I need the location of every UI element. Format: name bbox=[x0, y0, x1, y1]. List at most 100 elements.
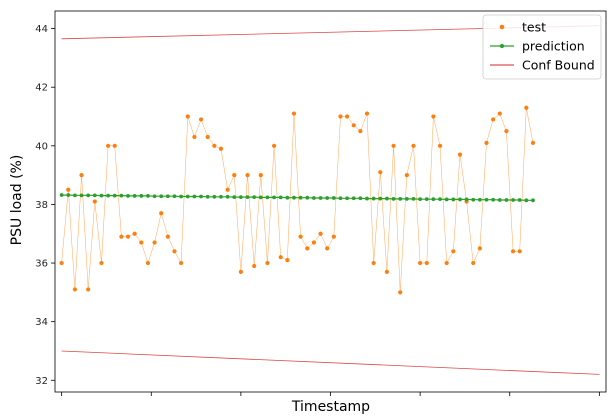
series-prediction-point bbox=[471, 197, 476, 202]
series-prediction-point bbox=[351, 196, 356, 201]
series-prediction-point bbox=[132, 194, 137, 198]
legend-label: test bbox=[522, 20, 546, 35]
series-test-point bbox=[418, 260, 423, 266]
series-prediction-point bbox=[265, 195, 270, 200]
legend-marker-prediction bbox=[499, 43, 505, 49]
y-tick-label: 44 bbox=[35, 24, 48, 35]
series-test-point bbox=[139, 240, 144, 245]
series-test-point bbox=[198, 117, 204, 122]
y-tick-label: 42 bbox=[35, 83, 48, 94]
series-prediction-point bbox=[345, 196, 349, 201]
series-test-point bbox=[437, 143, 443, 148]
series-prediction-point bbox=[119, 193, 124, 198]
series-prediction-point bbox=[159, 194, 164, 199]
series-test-point bbox=[305, 246, 310, 251]
series-test-point bbox=[218, 146, 224, 151]
series-prediction-point bbox=[106, 193, 111, 198]
series-test-point bbox=[510, 249, 516, 254]
series-test-point bbox=[179, 260, 184, 266]
series-prediction-point bbox=[451, 197, 456, 202]
series-test-point bbox=[384, 269, 390, 274]
series-prediction-point bbox=[398, 196, 403, 201]
series-prediction-point bbox=[444, 197, 449, 202]
series-prediction-point bbox=[484, 197, 489, 202]
series-prediction-point bbox=[112, 193, 117, 198]
series-test-point bbox=[125, 234, 131, 239]
series-prediction-point bbox=[73, 193, 77, 198]
series-test-point bbox=[72, 287, 78, 292]
series-test-point bbox=[185, 114, 190, 119]
series-prediction-point bbox=[172, 194, 177, 199]
series-prediction-point bbox=[365, 196, 369, 201]
series-layer bbox=[59, 25, 600, 375]
y-tick-label: 38 bbox=[35, 200, 48, 211]
series-prediction-point bbox=[318, 196, 323, 200]
series-prediction-point bbox=[292, 195, 296, 200]
series-test-point bbox=[484, 140, 489, 145]
series-test-point bbox=[106, 143, 111, 148]
series-prediction-point bbox=[146, 194, 150, 198]
series-test-point bbox=[311, 240, 317, 245]
series-test-point bbox=[471, 260, 476, 266]
series-prediction-point bbox=[424, 197, 429, 202]
series-test-point bbox=[318, 231, 323, 236]
series-test-point bbox=[119, 234, 124, 239]
series-test-point bbox=[245, 173, 250, 178]
series-prediction-point bbox=[524, 198, 529, 203]
series-prediction-point bbox=[325, 196, 330, 200]
series-test-point bbox=[238, 269, 243, 274]
series-prediction-point bbox=[371, 196, 376, 201]
series-prediction-point bbox=[92, 193, 97, 198]
series-test-point bbox=[165, 234, 170, 239]
series-test-point bbox=[398, 290, 403, 295]
series-test-point bbox=[364, 111, 370, 116]
series-prediction-point bbox=[199, 194, 203, 199]
series-prediction-point bbox=[225, 194, 230, 199]
series-test-point bbox=[271, 143, 277, 148]
series-prediction-point bbox=[418, 197, 423, 202]
series-prediction-point bbox=[272, 195, 276, 200]
series-prediction-point bbox=[245, 195, 250, 200]
series-test-point bbox=[371, 260, 376, 266]
series-prediction-point bbox=[258, 195, 263, 200]
y-tick-label: 34 bbox=[35, 317, 48, 328]
series-test-point bbox=[411, 143, 416, 148]
series-test-point bbox=[92, 199, 97, 204]
series-prediction-point bbox=[331, 196, 336, 200]
series-prediction-point bbox=[212, 194, 217, 199]
series-prediction-point bbox=[531, 198, 535, 203]
series-prediction-point bbox=[491, 197, 496, 202]
legend-label: Conf Bound bbox=[522, 58, 595, 73]
series-prediction-point bbox=[139, 194, 144, 198]
y-tick-label: 32 bbox=[35, 376, 48, 387]
series-prediction-point bbox=[385, 196, 389, 201]
series-test-point bbox=[99, 260, 104, 266]
series-test-point bbox=[344, 114, 350, 119]
series-test-point bbox=[358, 129, 363, 134]
series-prediction-point bbox=[517, 198, 522, 202]
series-prediction-point bbox=[464, 197, 469, 202]
series-test-point bbox=[265, 260, 270, 266]
series-test-point bbox=[530, 140, 536, 145]
legend: test prediction Conf Bound bbox=[482, 14, 602, 80]
series-test-point bbox=[424, 260, 429, 266]
series-test-point bbox=[159, 211, 164, 216]
series-prediction-point bbox=[192, 194, 197, 199]
y-axis-title: PSU load (%) bbox=[9, 155, 25, 246]
series-prediction-point bbox=[305, 195, 310, 200]
series-prediction-point bbox=[152, 194, 157, 199]
series-test-line bbox=[61, 107, 534, 293]
series-prediction-point bbox=[179, 194, 184, 199]
series-test-point bbox=[59, 260, 64, 266]
series-test-point bbox=[338, 114, 343, 119]
series-prediction-point bbox=[232, 195, 237, 200]
series-test-point bbox=[504, 129, 509, 134]
series-test-point bbox=[404, 173, 409, 178]
series-test-point bbox=[205, 134, 210, 140]
series-test-point bbox=[291, 111, 297, 116]
series-prediction-point bbox=[404, 196, 409, 201]
series-prediction-point bbox=[497, 198, 502, 202]
x-axis-title: Timestamp bbox=[291, 399, 370, 415]
series-prediction-point bbox=[378, 196, 383, 201]
